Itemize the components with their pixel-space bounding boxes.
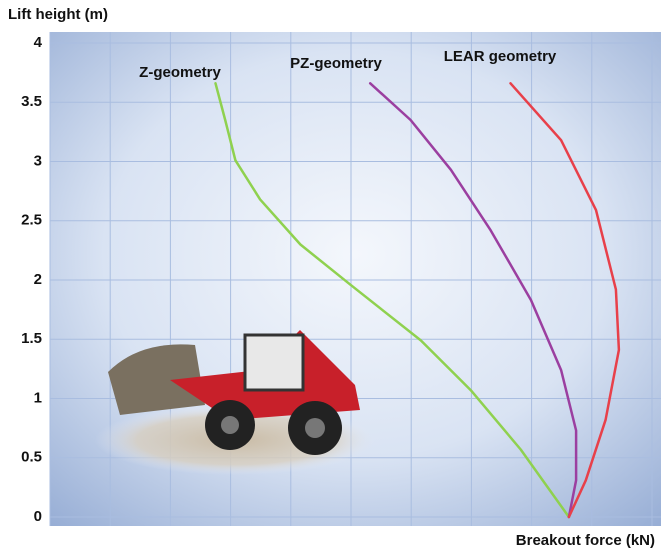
chart: Lift height (m) Breakout force (kN) 0 0.5… xyxy=(0,0,661,556)
y-axis-label: Lift height (m) xyxy=(8,6,108,23)
y-tick-label: 3.5 xyxy=(21,93,42,110)
y-tick-label: 4 xyxy=(34,34,43,51)
series-label: PZ-geometry xyxy=(290,55,382,72)
y-tick-label: 3 xyxy=(34,152,42,169)
y-tick-label: 1 xyxy=(34,389,42,406)
series-label: Z-geometry xyxy=(139,64,221,81)
y-tick-label: 2 xyxy=(34,271,42,288)
y-tick-label: 0.5 xyxy=(21,449,42,466)
y-tick-label: 2.5 xyxy=(21,212,42,229)
x-axis-label: Breakout force (kN) xyxy=(516,532,655,549)
y-tick-label: 0 xyxy=(34,508,42,525)
y-tick-label: 1.5 xyxy=(21,330,42,347)
series-label: LEAR geometry xyxy=(444,48,557,65)
